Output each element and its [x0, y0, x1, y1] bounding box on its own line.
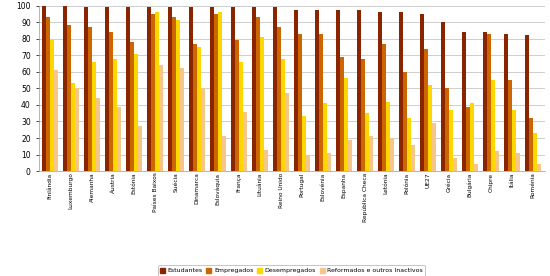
Bar [525, 35, 529, 171]
Bar [180, 68, 184, 171]
Bar [147, 7, 151, 171]
Bar [407, 118, 411, 171]
Bar [113, 59, 117, 171]
Bar [357, 10, 361, 171]
Bar [302, 116, 306, 171]
Bar [130, 42, 134, 171]
Bar [306, 155, 310, 171]
Bar [315, 10, 319, 171]
Bar [172, 17, 176, 171]
Bar [256, 17, 260, 171]
Bar [235, 40, 239, 171]
Bar [71, 83, 75, 171]
Bar [189, 7, 193, 171]
Bar [243, 112, 247, 171]
Bar [197, 47, 201, 171]
Bar [340, 57, 344, 171]
Bar [390, 138, 394, 171]
Bar [134, 54, 138, 171]
Bar [218, 12, 222, 171]
Bar [504, 34, 508, 171]
Bar [155, 12, 159, 171]
Bar [151, 14, 155, 171]
Bar [533, 133, 537, 171]
Bar [453, 158, 457, 171]
Bar [508, 80, 512, 171]
Bar [63, 6, 67, 171]
Bar [168, 7, 172, 171]
Bar [512, 110, 516, 171]
Bar [176, 20, 180, 171]
Bar [487, 34, 491, 171]
Bar [369, 136, 373, 171]
Bar [382, 44, 386, 171]
Bar [399, 12, 403, 171]
Bar [126, 7, 130, 171]
Bar [462, 32, 466, 171]
Bar [378, 12, 382, 171]
Bar [386, 102, 390, 171]
Bar [277, 27, 281, 171]
Bar [285, 93, 289, 171]
Bar [42, 6, 46, 171]
Bar [105, 7, 109, 171]
Bar [231, 7, 235, 171]
Bar [252, 7, 256, 171]
Bar [323, 103, 327, 171]
Bar [483, 32, 487, 171]
Bar [109, 32, 113, 171]
Bar [88, 27, 92, 171]
Bar [411, 145, 415, 171]
Bar [424, 49, 428, 171]
Bar [327, 153, 331, 171]
Bar [441, 22, 445, 171]
Bar [214, 14, 218, 171]
Legend: Estudantes, Empregados, Desempregados, Reformados e outros Inactivos: Estudantes, Empregados, Desempregados, R… [157, 265, 426, 276]
Bar [193, 44, 197, 171]
Bar [294, 10, 298, 171]
Bar [117, 107, 121, 171]
Bar [75, 88, 79, 171]
Bar [281, 59, 285, 171]
Bar [210, 7, 214, 171]
Bar [495, 151, 499, 171]
Bar [54, 70, 58, 171]
Bar [46, 17, 50, 171]
Bar [432, 123, 436, 171]
Bar [403, 72, 407, 171]
Bar [348, 140, 352, 171]
Bar [445, 88, 449, 171]
Bar [96, 98, 100, 171]
Bar [273, 7, 277, 171]
Bar [420, 14, 424, 171]
Bar [466, 107, 470, 171]
Bar [470, 103, 474, 171]
Bar [537, 164, 541, 171]
Bar [336, 10, 340, 171]
Bar [319, 34, 323, 171]
Bar [67, 25, 71, 171]
Bar [260, 37, 264, 171]
Bar [239, 62, 243, 171]
Bar [491, 80, 495, 171]
Bar [344, 78, 348, 171]
Bar [529, 118, 533, 171]
Bar [84, 7, 88, 171]
Bar [50, 40, 54, 171]
Bar [428, 85, 432, 171]
Bar [449, 110, 453, 171]
Bar [92, 62, 96, 171]
Bar [516, 153, 520, 171]
Bar [222, 136, 226, 171]
Bar [365, 113, 369, 171]
Bar [201, 88, 205, 171]
Bar [298, 34, 302, 171]
Bar [264, 150, 268, 171]
Bar [361, 59, 365, 171]
Bar [159, 65, 163, 171]
Bar [138, 126, 142, 171]
Bar [474, 164, 478, 171]
